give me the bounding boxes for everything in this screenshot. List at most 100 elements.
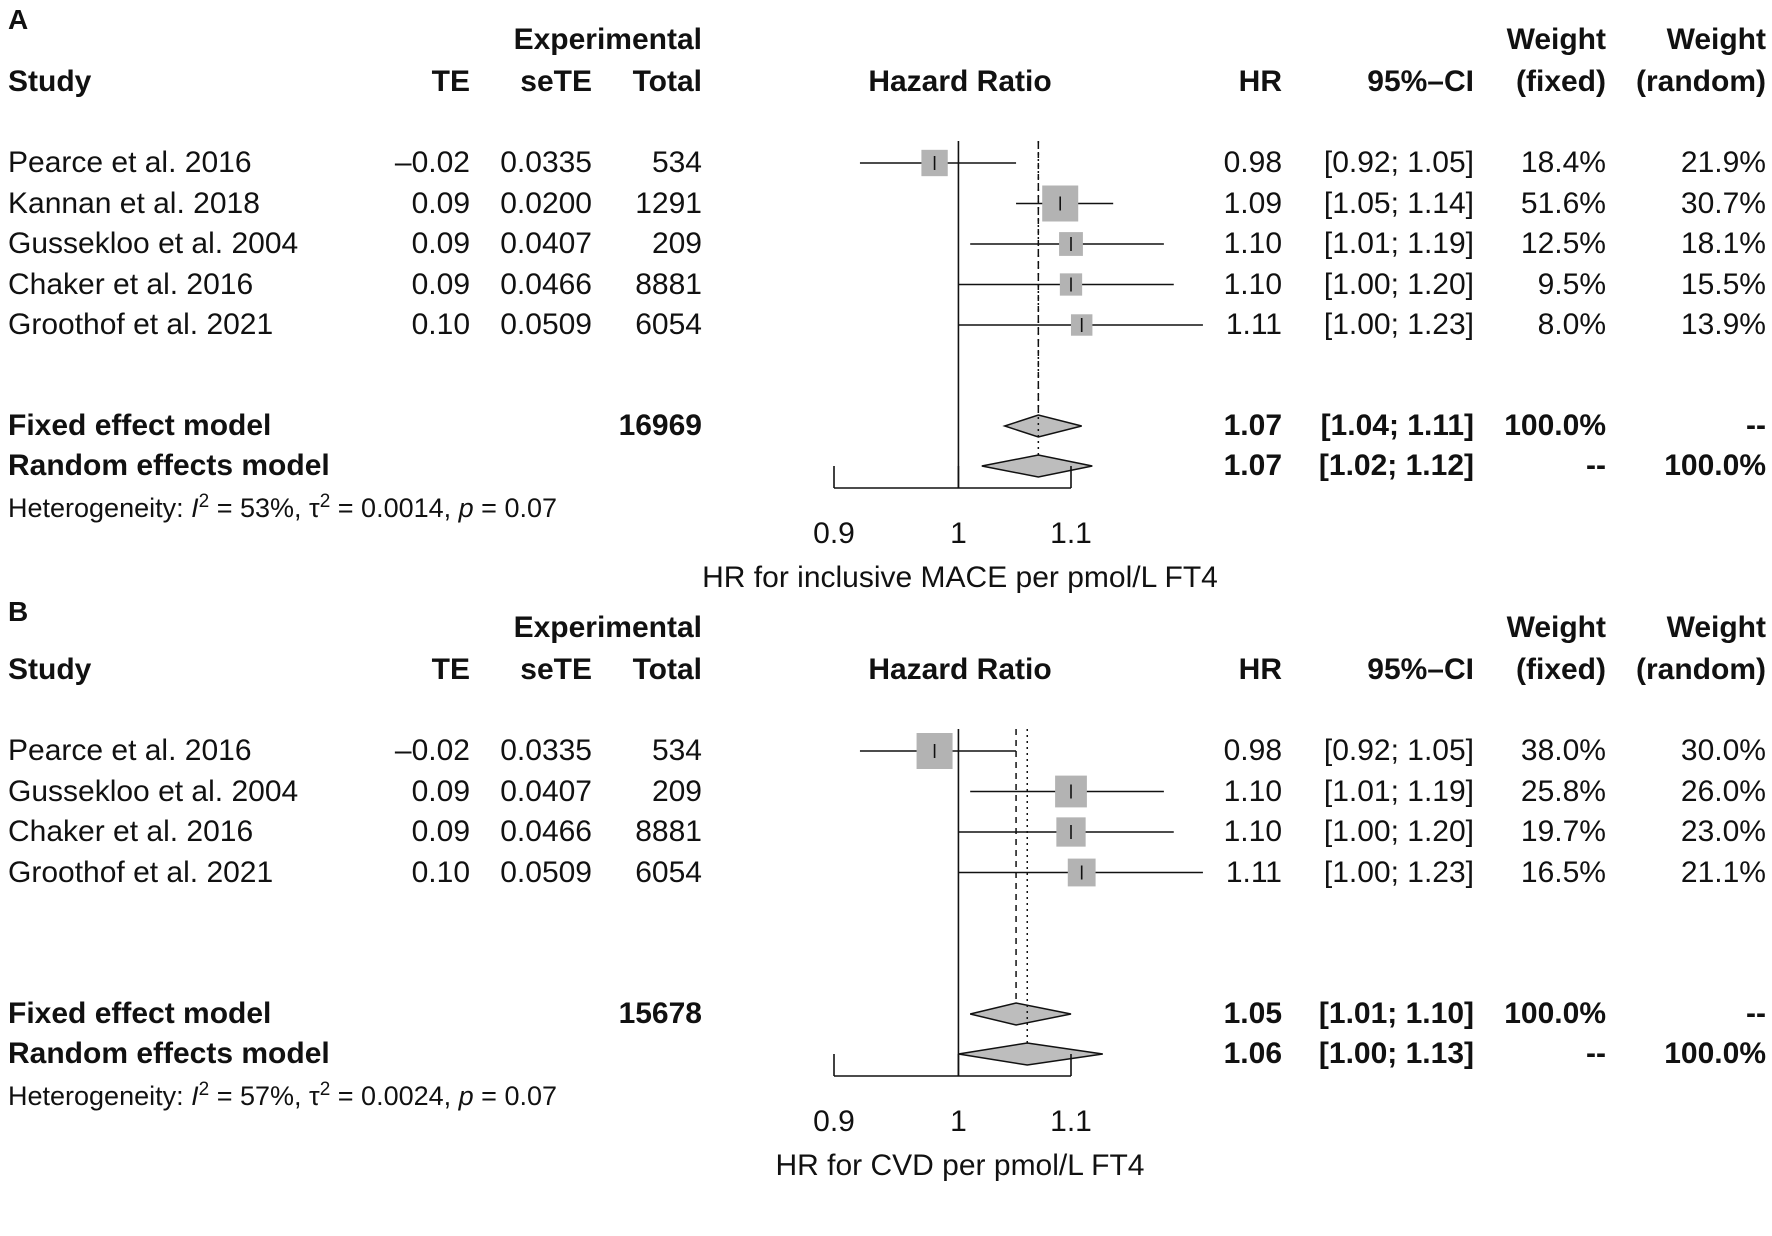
study-weight-fixed: 25.8% — [1520, 774, 1606, 808]
study-ci: [1.00; 1.20] — [1323, 815, 1474, 848]
study-sete: 0.0509 — [500, 308, 592, 341]
study-name: Gussekloo et al. 2004 — [8, 227, 299, 260]
random-model-ci: [1.00; 1.13] — [1318, 1037, 1474, 1070]
study-te: 0.09 — [411, 186, 470, 220]
study-te: 0.10 — [411, 855, 470, 889]
study-ci: [0.92; 1.05] — [1323, 734, 1474, 767]
random-model-weight-random: 100.0% — [1664, 1037, 1766, 1070]
random-model-weight-random: 100.0% — [1664, 449, 1766, 482]
study-name: Pearce et al. 2016 — [8, 146, 252, 179]
random-model-ci: [1.02; 1.12] — [1318, 449, 1474, 482]
study-hr: 1.11 — [1225, 855, 1282, 889]
fixed-diamond — [970, 1002, 1072, 1026]
header-experimental: Experimental — [513, 611, 702, 644]
study-name: Chaker et al. 2016 — [8, 267, 254, 301]
header-weight-fixed: (fixed) — [1516, 653, 1606, 686]
header-hazard-ratio: Hazard Ratio — [868, 653, 1052, 686]
header-total: Total — [632, 653, 702, 686]
study-weight-fixed: 18.4% — [1520, 146, 1606, 179]
x-tick-label: 0.9 — [813, 1105, 855, 1138]
header-total: Total — [632, 65, 702, 98]
header-hr: HR — [1238, 65, 1282, 98]
study-total: 534 — [651, 734, 702, 767]
study-sete: 0.0407 — [500, 227, 592, 260]
header-weight-random: (random) — [1636, 65, 1766, 98]
x-tick-label: 1.1 — [1050, 1105, 1092, 1138]
heterogeneity-p-sym: p — [458, 1081, 474, 1111]
study-name: Pearce et al. 2016 — [8, 734, 252, 767]
study-te: –0.02 — [394, 146, 470, 179]
header-experimental: Experimental — [513, 23, 702, 56]
fixed-model-hr: 1.07 — [1223, 409, 1282, 442]
study-weight-fixed: 38.0% — [1520, 734, 1606, 767]
forest-panel-a: A Experimental Study TE seTE Total Hazard Rat… — [8, 4, 1766, 594]
study-ci: [1.01; 1.19] — [1323, 774, 1474, 808]
heterogeneity-prefix: Heterogeneity: — [8, 493, 192, 523]
study-hr: 0.98 — [1223, 146, 1282, 179]
study-hr: 1.09 — [1223, 186, 1282, 220]
header-study: Study — [8, 65, 92, 98]
study-sete: 0.0335 — [500, 146, 592, 179]
forest-plot-canvas — [833, 729, 1203, 1077]
fixed-model-weight-random: -- — [1746, 409, 1766, 442]
x-tick-label: 0.9 — [813, 517, 855, 550]
random-model-hr: 1.07 — [1223, 449, 1282, 482]
study-te: –0.02 — [394, 734, 470, 767]
study-sete: 0.0335 — [500, 734, 592, 767]
study-te: 0.10 — [411, 308, 470, 341]
study-weight-random: 30.0% — [1680, 734, 1766, 767]
fixed-model-total: 16969 — [618, 409, 702, 442]
study-total: 6054 — [635, 855, 702, 889]
heterogeneity-p-val: = 0.07 — [473, 493, 557, 523]
study-hr: 1.10 — [1223, 267, 1282, 301]
study-weight-random: 23.0% — [1680, 815, 1766, 848]
study-weight-random: 15.5% — [1680, 267, 1766, 301]
heterogeneity-i2-sup: 2 — [198, 491, 210, 512]
study-weight-random: 21.1% — [1680, 855, 1766, 889]
study-weight-random: 18.1% — [1680, 227, 1766, 260]
study-hr: 1.10 — [1223, 815, 1282, 848]
study-te: 0.09 — [411, 267, 470, 301]
random-model-weight-fixed: -- — [1586, 1037, 1606, 1070]
heterogeneity-tau-sup: 2 — [319, 1079, 331, 1100]
header-study: Study — [8, 653, 92, 686]
study-weight-fixed: 12.5% — [1520, 227, 1606, 260]
x-tick-label: 1 — [950, 517, 967, 550]
study-hr: 1.10 — [1223, 774, 1282, 808]
study-weight-random: 26.0% — [1680, 774, 1766, 808]
heterogeneity-tau-val: = 0.0024, — [330, 1081, 459, 1111]
random-diamond — [958, 1042, 1103, 1066]
study-total: 209 — [651, 227, 702, 260]
x-tick-label: 1 — [950, 1105, 967, 1138]
heterogeneity-i2-sup: 2 — [198, 1079, 210, 1100]
study-ci: [1.00; 1.20] — [1323, 267, 1474, 301]
header-sete: seTE — [520, 65, 592, 98]
study-sete: 0.0407 — [500, 774, 592, 808]
heterogeneity-i2-sym: I — [191, 493, 199, 523]
x-axis-label: HR for CVD per pmol/L FT4 — [775, 1149, 1145, 1182]
heterogeneity-stats: Heterogeneity: I2 = 53%, τ2 = 0.0014, p … — [8, 491, 557, 525]
random-diamond — [981, 454, 1093, 478]
study-name: Groothof et al. 2021 — [8, 855, 274, 889]
heterogeneity-tau-sym: τ — [309, 493, 320, 523]
study-te: 0.09 — [411, 774, 470, 808]
heterogeneity-p-val: = 0.07 — [473, 1081, 557, 1111]
header-ci: 95%–CI — [1367, 65, 1474, 98]
study-name: Groothof et al. 2021 — [8, 308, 274, 341]
study-total: 209 — [651, 774, 702, 808]
header-weight-fixed-top: Weight — [1506, 611, 1606, 644]
fixed-model-weight-random: -- — [1746, 997, 1766, 1030]
study-weight-fixed: 16.5% — [1520, 855, 1606, 889]
study-total: 8881 — [635, 267, 702, 301]
study-weight-fixed: 8.0% — [1537, 308, 1606, 341]
panel-label: A — [8, 4, 29, 35]
header-ci: 95%–CI — [1367, 653, 1474, 686]
fixed-model-total: 15678 — [618, 997, 702, 1030]
study-sete: 0.0466 — [500, 815, 592, 848]
fixed-model-weight-fixed: 100.0% — [1504, 997, 1606, 1030]
fixed-model-label: Fixed effect model — [8, 997, 272, 1030]
random-model-hr: 1.06 — [1223, 1037, 1282, 1070]
study-name: Gussekloo et al. 2004 — [8, 774, 299, 808]
study-ci: [1.00; 1.23] — [1323, 308, 1474, 341]
heterogeneity-tau-sup: 2 — [319, 491, 331, 512]
